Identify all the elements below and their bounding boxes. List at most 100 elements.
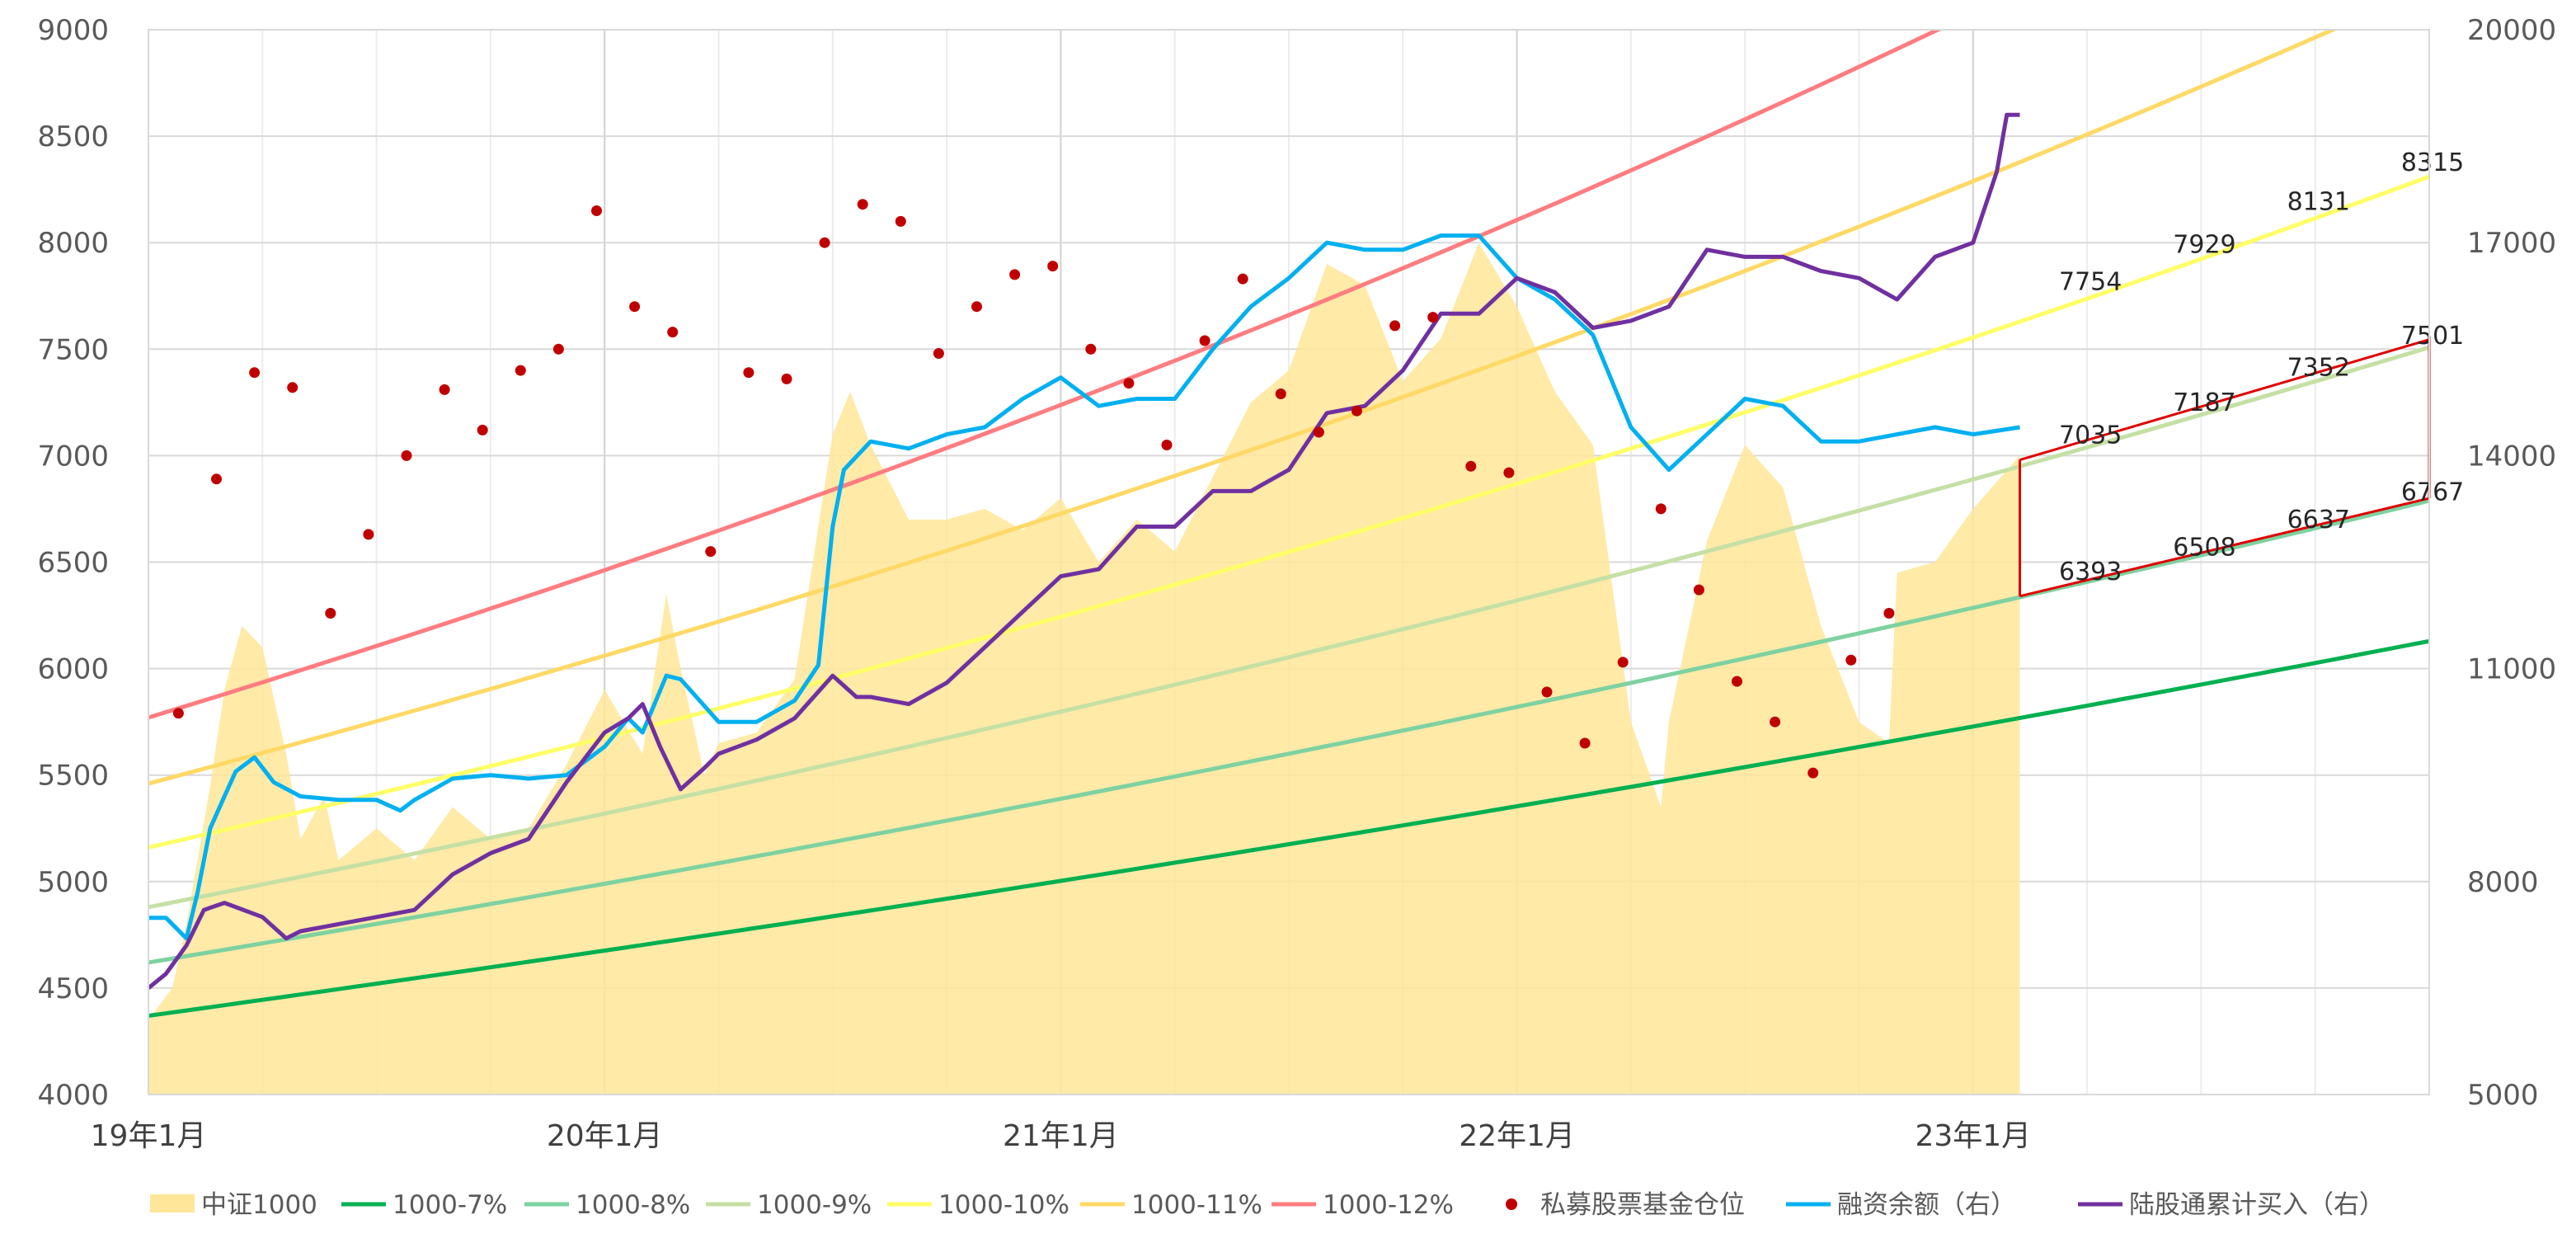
scatter-point xyxy=(629,301,641,313)
legend-swatch-area xyxy=(150,1194,195,1212)
scatter-point xyxy=(1579,737,1591,749)
x-tick-label: 23年1月 xyxy=(1915,1119,2031,1153)
legend-label: 1000-10% xyxy=(938,1190,1069,1220)
y-left-tick-label: 4500 xyxy=(37,972,109,1005)
scatter-point xyxy=(439,384,450,395)
y-left-tick-label: 4000 xyxy=(37,1079,109,1112)
scatter-point xyxy=(705,546,717,558)
projection-lines xyxy=(148,30,2429,1018)
y-left-tick-label: 7000 xyxy=(37,440,109,473)
y-left-tick-label: 7500 xyxy=(37,333,109,366)
scatter-point xyxy=(1770,716,1781,727)
scatter-point xyxy=(1655,503,1666,515)
scatter-point xyxy=(1503,467,1515,478)
scatter-point xyxy=(363,529,374,540)
projection-label: 8131 xyxy=(2287,187,2350,216)
scatter-point xyxy=(1351,405,1362,417)
scatter-point xyxy=(591,205,602,216)
scatter-point xyxy=(857,199,868,210)
band-lower-edge xyxy=(2019,497,2430,598)
projection-label: 6393 xyxy=(2059,558,2122,586)
scatter-point xyxy=(287,382,298,393)
legend-label: 私募股票基金仓位 xyxy=(1540,1190,1745,1220)
y-left-tick-label: 8500 xyxy=(37,120,109,153)
y-left-tick-label: 6500 xyxy=(37,547,109,580)
scatter-point xyxy=(1693,584,1704,596)
band-upper-edge xyxy=(2019,338,2430,462)
scatter-point xyxy=(1883,608,1895,619)
x-tick-label: 22年1月 xyxy=(1459,1119,1575,1153)
x-tick-label: 19年1月 xyxy=(91,1119,207,1153)
scatter-point xyxy=(325,608,336,619)
projection-label: 7187 xyxy=(2173,388,2235,417)
scatter-point xyxy=(249,367,261,379)
scatter-point xyxy=(1465,460,1477,472)
x-tick-label: 21年1月 xyxy=(1003,1119,1119,1153)
y-right-tick-label: 20000 xyxy=(2467,14,2556,47)
projection-label: 6767 xyxy=(2401,478,2464,507)
projection-labels: 7035 7187 7352 7501 6393 6508 6637 6767 7754 7929… xyxy=(2059,148,2464,586)
scatter-point xyxy=(1732,676,1742,687)
x-tick-label: 20年1月 xyxy=(547,1119,663,1153)
projection-label: 7501 xyxy=(2401,322,2464,351)
scatter-point xyxy=(477,424,488,436)
scatter-point xyxy=(1009,269,1021,280)
y-left-tick-label: 5000 xyxy=(37,866,109,899)
y-left-tick-label: 9000 xyxy=(37,14,109,47)
projection-line-1000-7% xyxy=(148,638,2429,1018)
y-right-tick-label: 17000 xyxy=(2467,227,2556,260)
y-right-tick-label: 11000 xyxy=(2467,653,2556,686)
scatter-point xyxy=(933,348,944,359)
scatter-point xyxy=(895,215,906,227)
legend-label: 1000-7% xyxy=(393,1190,507,1220)
scatter-point xyxy=(971,301,982,313)
y-left-tick-label: 5500 xyxy=(37,760,109,793)
scatter-point xyxy=(1237,273,1248,285)
plot-border xyxy=(148,29,2430,1095)
scatter-point xyxy=(1845,654,1857,666)
scatter-point xyxy=(1047,261,1059,272)
y-left-tick-label: 6000 xyxy=(37,653,109,686)
legend-label: 中证1000 xyxy=(201,1190,317,1220)
scatter-point xyxy=(667,327,679,338)
projection-label: 7929 xyxy=(2173,231,2235,260)
scatter-point xyxy=(1541,686,1553,698)
projection-line-1000-8% xyxy=(148,498,2429,965)
legend-label: 1000-12% xyxy=(1323,1190,1454,1220)
scatter-point xyxy=(1427,312,1439,323)
projection-label: 7352 xyxy=(2287,354,2350,383)
line-series-陆股通累计买入（右） xyxy=(147,112,2020,990)
scatter-point xyxy=(1389,320,1401,332)
scatter-point xyxy=(819,237,830,248)
line-series-融资余额（右） xyxy=(148,233,2020,941)
scatter-point xyxy=(1275,388,1286,399)
projection-label: 8315 xyxy=(2401,148,2464,177)
scatter-point xyxy=(1085,343,1097,355)
legend-swatch-dot xyxy=(1506,1198,1517,1210)
projection-line-1000-9% xyxy=(148,345,2429,910)
axes: 4000 4500 5000 5500 6000 6500 7000 7500 8000 8500… xyxy=(37,14,2556,1153)
projection-line-1000-10% xyxy=(148,174,2429,850)
projection-line-1000-12% xyxy=(148,30,1943,720)
projection-label: 6508 xyxy=(2173,533,2235,562)
projection-line-1000-11% xyxy=(148,30,2339,786)
scatter-point xyxy=(515,365,526,376)
scatter-point xyxy=(1199,335,1210,346)
scatter-point xyxy=(211,473,222,485)
scatter-point xyxy=(552,343,564,355)
line-series xyxy=(147,112,2020,990)
legend-label: 1000-9% xyxy=(757,1190,872,1220)
scatter-series xyxy=(172,199,1895,779)
legend-label: 融资余额（右） xyxy=(1837,1190,2016,1220)
scatter-point xyxy=(1617,657,1629,668)
scatter-point xyxy=(1807,767,1819,779)
projection-label: 7754 xyxy=(2059,268,2122,297)
scatter-point xyxy=(781,373,792,384)
legend-label: 1000-8% xyxy=(576,1190,690,1220)
scatter-point xyxy=(1161,440,1173,450)
scatter-point xyxy=(1313,426,1324,438)
projection-label: 6637 xyxy=(2287,506,2350,534)
projection-label: 7035 xyxy=(2059,421,2122,450)
legend-label: 陆股通累计买入（右） xyxy=(2129,1190,2385,1220)
